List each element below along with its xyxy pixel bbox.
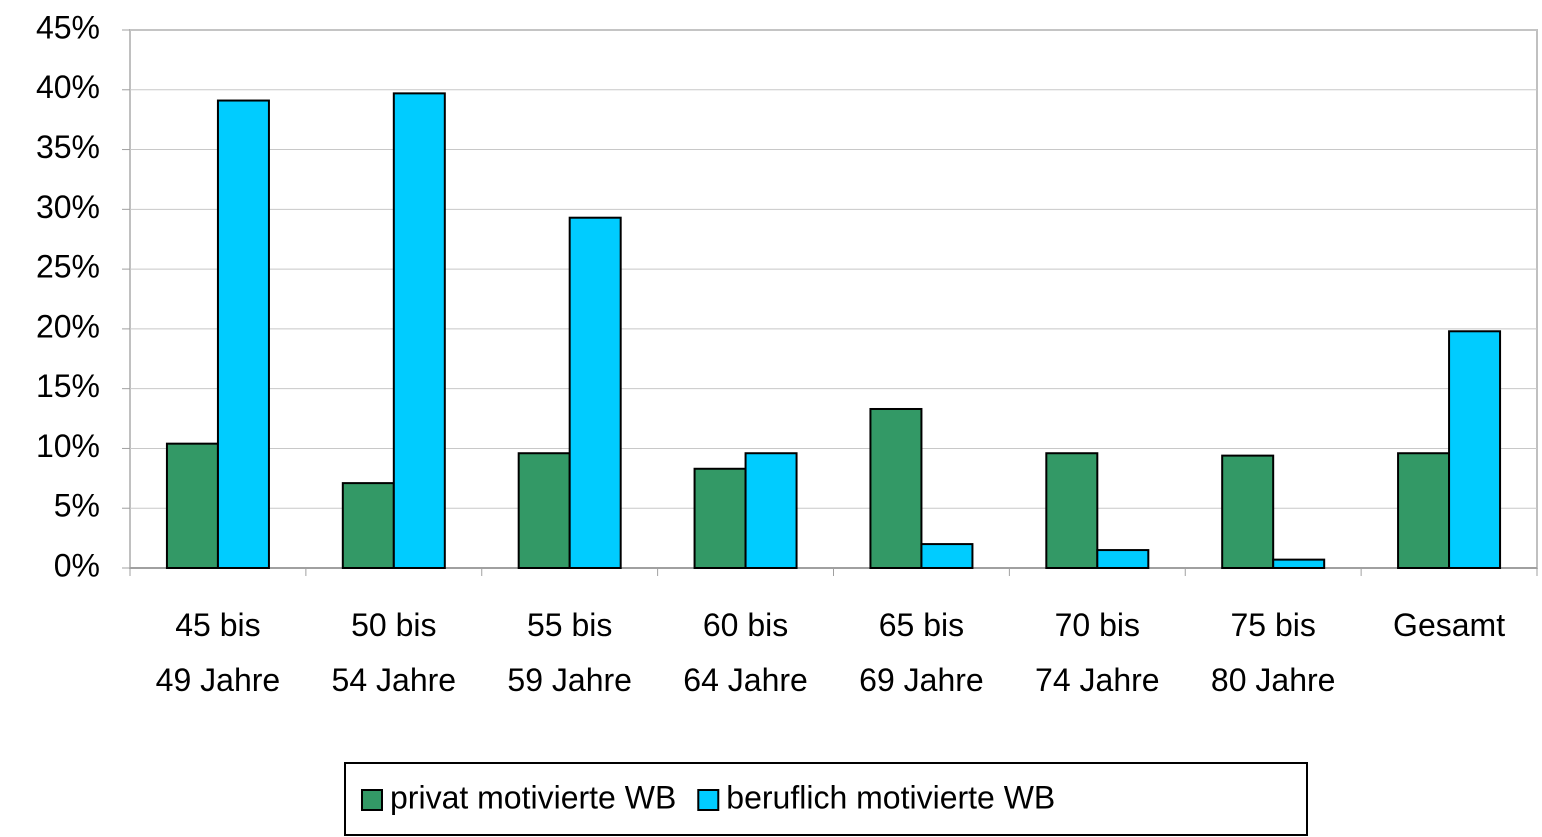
- legend: [344, 762, 1308, 836]
- bar: [392, 92, 446, 569]
- bar: [1096, 549, 1150, 569]
- y-tick-label: 30%: [36, 189, 100, 225]
- bar: [517, 452, 571, 569]
- legend-label: privat motivierte WB: [390, 779, 676, 815]
- bar: [744, 452, 798, 569]
- y-tick-label: 20%: [36, 308, 100, 344]
- x-tick-label: 75 bis 80 Jahre: [1211, 607, 1336, 698]
- y-tick-label: 15%: [36, 368, 100, 404]
- y-tick-label: 40%: [36, 69, 100, 105]
- bar: [341, 482, 395, 570]
- bar: [869, 407, 923, 570]
- x-tick-label: 60 bis 64 Jahre: [683, 607, 808, 698]
- plot-area: [129, 29, 1538, 569]
- bar: [1272, 558, 1326, 569]
- bar: [693, 467, 747, 569]
- legend-label: beruflich motivierte WB: [726, 779, 1055, 815]
- legend-swatch: [697, 789, 720, 811]
- x-tick-label: 65 bis 69 Jahre: [859, 607, 984, 698]
- x-tick-label: 45 bis 49 Jahre: [156, 607, 281, 698]
- x-tick-label: 50 bis 54 Jahre: [332, 607, 457, 698]
- bar: [1045, 452, 1099, 569]
- y-tick-label: 10%: [36, 428, 100, 464]
- y-tick-label: 5%: [54, 488, 100, 524]
- y-tick-label: 35%: [36, 129, 100, 165]
- bar: [216, 99, 270, 569]
- bar: [165, 442, 219, 570]
- bar: [1221, 454, 1275, 569]
- y-tick-label: 0%: [54, 547, 100, 583]
- bar: [920, 543, 974, 569]
- bar: [1448, 330, 1502, 569]
- y-tick-label: 45%: [36, 9, 100, 45]
- y-tick-label: 25%: [36, 249, 100, 285]
- legend-swatch: [361, 789, 383, 811]
- bar: [1397, 452, 1451, 569]
- x-tick-label: 70 bis 74 Jahre: [1035, 607, 1160, 698]
- bar: [568, 216, 622, 570]
- x-tick-label: Gesamt: [1393, 607, 1505, 643]
- x-tick-label: 55 bis 59 Jahre: [507, 607, 632, 698]
